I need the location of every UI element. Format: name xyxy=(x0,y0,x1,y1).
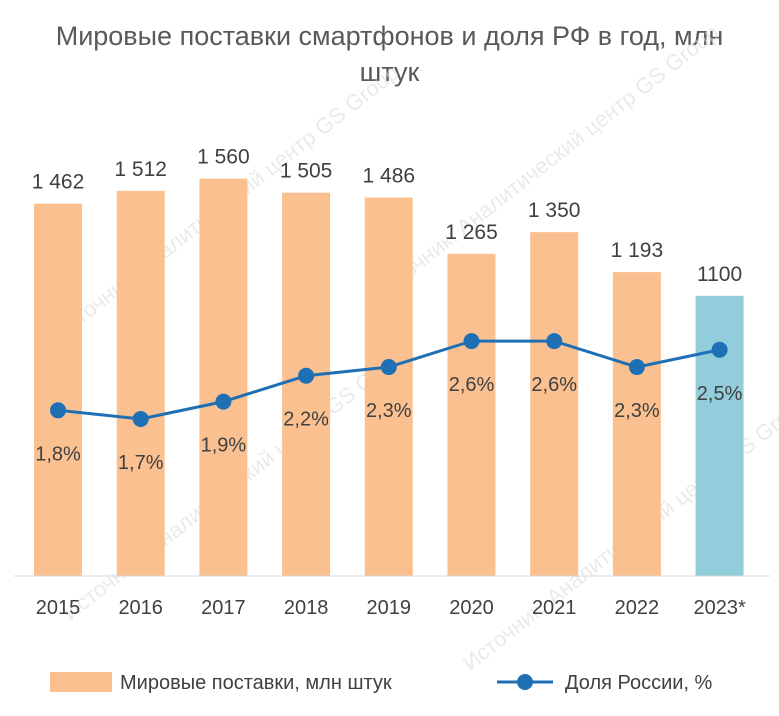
bar-2023* xyxy=(695,295,744,576)
share-point-2020 xyxy=(463,333,480,350)
legend-line-marker xyxy=(517,674,533,690)
share-point-2023* xyxy=(711,341,728,358)
share-label-2022: 2,3% xyxy=(614,400,660,422)
share-point-2017 xyxy=(215,393,232,410)
bar-label-2021: 1 350 xyxy=(528,199,581,222)
bar-2022 xyxy=(612,272,661,576)
x-tick-label-2022: 2022 xyxy=(615,597,660,619)
x-tick-label-2015: 2015 xyxy=(36,597,81,619)
x-tick-label-2023*: 2023* xyxy=(693,597,745,619)
bar-label-2019: 1 486 xyxy=(363,165,416,188)
share-point-2019 xyxy=(380,359,397,376)
bar-label-2017: 1 560 xyxy=(197,146,250,169)
bar-label-2023*: 1100 xyxy=(697,263,742,286)
share-point-2016 xyxy=(132,410,149,427)
share-point-2021 xyxy=(546,333,563,350)
bar-2017 xyxy=(199,178,248,577)
bar-2016 xyxy=(116,190,165,576)
share-label-2019: 2,3% xyxy=(366,400,412,422)
share-point-2022 xyxy=(628,359,645,376)
legend-bar-swatch xyxy=(50,672,112,692)
share-label-2018: 2,2% xyxy=(283,409,329,431)
share-label-2021: 2,6% xyxy=(531,374,577,396)
x-tick-label-2020: 2020 xyxy=(449,597,494,619)
x-tick-label-2017: 2017 xyxy=(201,597,246,619)
share-label-2020: 2,6% xyxy=(449,374,495,396)
chart-title: Мировые поставки смартфонов и доля РФ в … xyxy=(55,21,724,87)
x-tick-label-2021: 2021 xyxy=(532,597,577,619)
bar-label-2016: 1 512 xyxy=(114,158,167,181)
bar-2021 xyxy=(530,232,579,576)
bar-2015 xyxy=(34,203,82,576)
legend-line-label: Доля России, % xyxy=(565,672,713,694)
share-label-2017: 1,9% xyxy=(201,435,247,457)
bar-2018 xyxy=(282,192,331,576)
share-label-2016: 1,7% xyxy=(118,452,164,474)
x-tick-label-2019: 2019 xyxy=(367,597,412,619)
bar-label-2022: 1 193 xyxy=(611,239,664,262)
share-label-2015: 1,8% xyxy=(35,443,81,465)
bar-label-2015: 1 462 xyxy=(32,171,85,194)
x-tick-label-2018: 2018 xyxy=(284,597,329,619)
bar-label-2020: 1 265 xyxy=(445,221,498,244)
bar-2019 xyxy=(364,197,413,576)
bar-2020 xyxy=(447,253,496,576)
x-tick-label-2016: 2016 xyxy=(118,597,163,619)
share-label-2023*: 2,5% xyxy=(697,383,743,405)
bar-label-2018: 1 505 xyxy=(280,160,333,183)
share-point-2018 xyxy=(298,367,315,384)
share-point-2015 xyxy=(50,402,66,419)
legend-bar-label: Мировые поставки, млн штук xyxy=(120,672,392,694)
